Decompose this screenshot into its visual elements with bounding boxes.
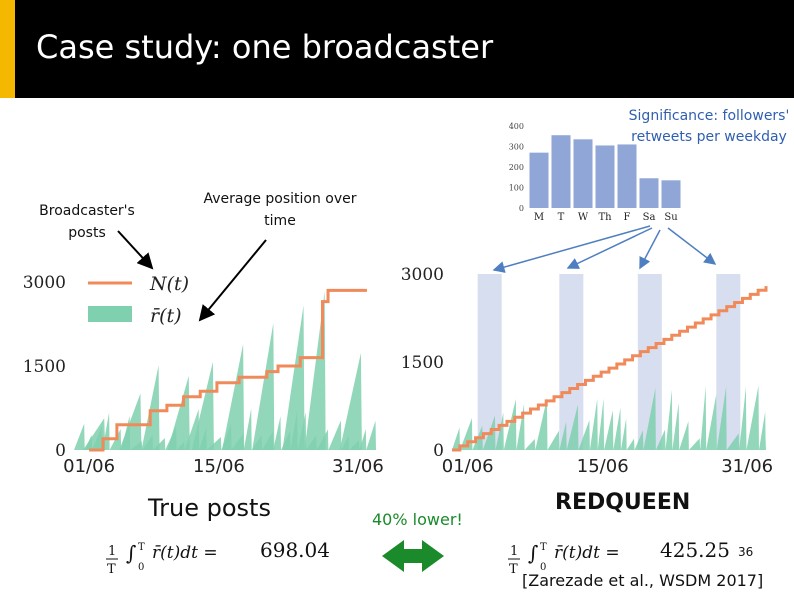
- lower-label: 40% lower!: [372, 510, 463, 529]
- formula-left: 1 T ∫ T 0 r̄(t)dt =: [106, 541, 218, 577]
- bar-Su: [661, 180, 681, 208]
- weekend-shade: [477, 274, 502, 450]
- bar-label: Sa: [643, 212, 656, 223]
- weekend-shade: [716, 274, 741, 450]
- bar-ytick: 400: [509, 122, 524, 131]
- bar-W: [573, 139, 593, 208]
- bar-label: Th: [598, 212, 612, 223]
- bar-Sa: [639, 178, 659, 208]
- rate-area: [452, 385, 766, 450]
- svg-text:r̄(t)dt =: r̄(t)dt =: [554, 543, 620, 563]
- redqueen-chart: 0 1500 3000 01/06 15/06 31/06: [401, 265, 773, 477]
- citation: [Zarezade et al., WSDM 2017]: [522, 571, 764, 590]
- slide-title: Case study: one broadcaster: [36, 28, 494, 66]
- arrow-average: [198, 239, 267, 322]
- svg-text:1: 1: [108, 544, 116, 559]
- ytick: 0: [55, 441, 66, 461]
- xtick: 01/06: [63, 456, 115, 477]
- bar-T: [551, 135, 571, 208]
- legend-swatch-r: [88, 306, 132, 322]
- bar-Th: [595, 145, 615, 208]
- bar-ytick: 200: [509, 163, 524, 172]
- bar-ytick: 300: [509, 143, 524, 152]
- weekend-shade: [559, 274, 584, 450]
- ytick: 3000: [401, 265, 444, 285]
- bar-M: [529, 152, 549, 208]
- ytick: 1500: [23, 357, 66, 377]
- formula-right: 1 T ∫ T 0 r̄(t)dt =: [508, 541, 620, 577]
- broadcaster-posts-label: Broadcaster's posts: [39, 203, 135, 241]
- svg-text:0: 0: [138, 562, 144, 573]
- legend-label-n: N(t): [149, 273, 189, 295]
- bar-label: F: [624, 212, 631, 223]
- svg-text:0: 0: [540, 562, 546, 573]
- formula-left-value: 698.04: [260, 538, 330, 562]
- svg-text:T: T: [138, 542, 145, 553]
- ytick: 0: [433, 441, 444, 461]
- bar-label: T: [558, 212, 565, 223]
- svg-text:T: T: [107, 562, 116, 577]
- ytick: 1500: [401, 353, 444, 373]
- significance-label: Significance: followers' retweets per we…: [628, 108, 790, 145]
- svg-text:T: T: [540, 542, 547, 553]
- rate-area: [74, 408, 376, 450]
- count-line: [89, 288, 367, 452]
- bar-ytick: 0: [519, 204, 524, 213]
- true-posts-label: True posts: [148, 494, 271, 522]
- svg-text:∫: ∫: [126, 541, 136, 565]
- xtick: 01/06: [442, 456, 494, 477]
- bar-label: M: [534, 212, 544, 223]
- count-line: [452, 286, 768, 452]
- svg-text:∫: ∫: [528, 541, 538, 565]
- page-number: 36: [738, 545, 754, 559]
- weekday-bar-chart: 0 100 200 300 400 M T W Th F Sa Su: [509, 122, 681, 223]
- weekday-arrows: [492, 225, 717, 273]
- title-accent: [0, 0, 15, 98]
- true-posts-chart: 0 1500 3000 01/06 15/06 31/06 N(t) r̄(t): [23, 273, 384, 477]
- average-position-label: Average position over time: [203, 191, 357, 229]
- xtick: 15/06: [577, 456, 629, 477]
- xtick: 31/06: [721, 456, 773, 477]
- arrow-posts: [117, 230, 154, 270]
- svg-text:r̄(t)dt =: r̄(t)dt =: [152, 543, 218, 563]
- xtick: 31/06: [332, 456, 384, 477]
- bar-label: Su: [664, 212, 678, 223]
- ytick: 3000: [23, 273, 66, 293]
- svg-text:T: T: [509, 562, 518, 577]
- bar-F: [617, 144, 637, 208]
- bar-label: W: [578, 212, 589, 223]
- redqueen-label: REDQUEEN: [555, 490, 691, 515]
- title-bar: [0, 0, 794, 98]
- legend-label-r: r̄(t): [150, 305, 182, 327]
- comparison-arrow: [382, 540, 444, 572]
- xtick: 15/06: [193, 456, 245, 477]
- svg-text:1: 1: [510, 544, 518, 559]
- formula-right-value: 425.25: [660, 538, 730, 562]
- bar-ytick: 100: [509, 184, 524, 193]
